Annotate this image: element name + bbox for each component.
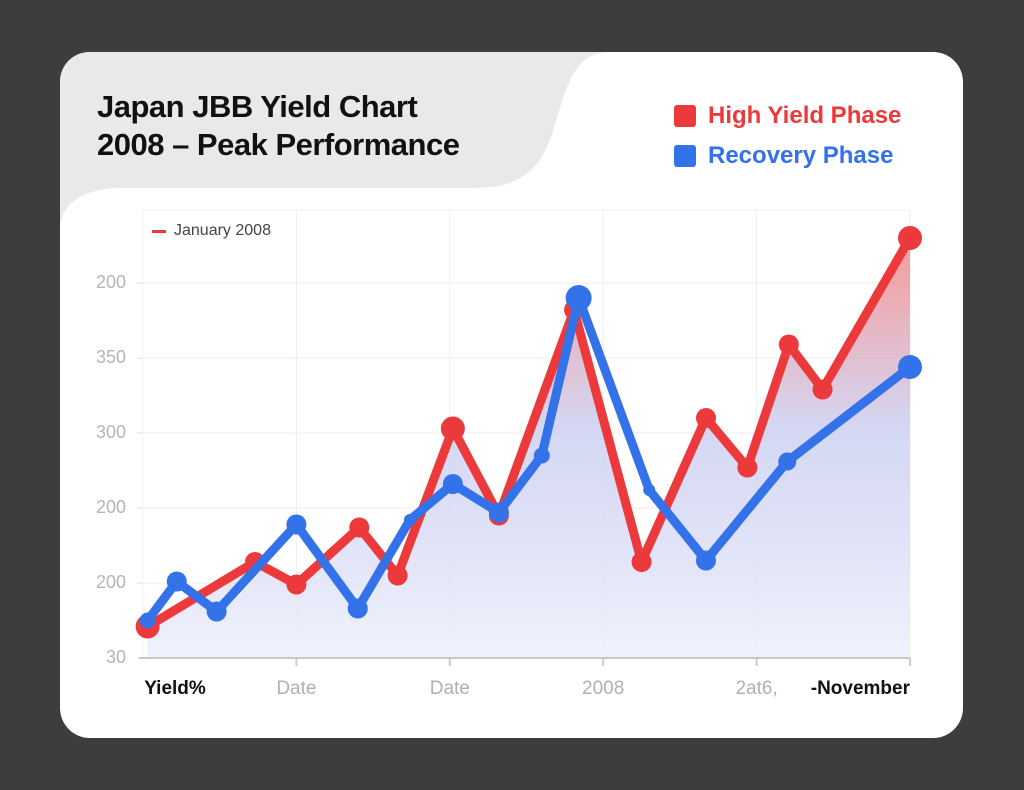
data-point <box>778 334 799 355</box>
data-point <box>898 355 922 379</box>
legend-label: Recovery Phase <box>708 142 894 169</box>
data-point <box>286 574 307 595</box>
data-point <box>812 379 833 400</box>
inner-legend: January 2008 <box>152 222 271 240</box>
series-line-recovery <box>143 293 915 625</box>
y-tick-label: 350 <box>95 347 126 367</box>
data-point <box>488 502 509 523</box>
legend-label: High Yield Phase <box>708 102 902 129</box>
data-point <box>695 408 716 428</box>
x-tick-label: 2008 <box>582 678 625 699</box>
y-tick-label: 30 <box>105 647 126 667</box>
y-tick-label: 200 <box>95 497 126 517</box>
chart-title-line-2: 2008 – Peak Performance <box>97 127 460 162</box>
data-point <box>442 474 463 494</box>
data-point <box>166 571 187 592</box>
chart-title-line-1: Japan JBB Yield Chart <box>97 89 418 124</box>
legend-swatch-blue <box>674 145 696 167</box>
data-point <box>347 598 368 619</box>
series-line-high-yield <box>143 233 915 631</box>
data-point <box>440 416 465 441</box>
legend-item-high-yield[interactable]: High Yield Phase <box>674 96 901 136</box>
data-point <box>139 612 156 629</box>
x-tick-label: Date <box>429 678 470 699</box>
y-tick-label: 200 <box>95 272 126 292</box>
x-axis-label: Yield% <box>144 678 206 699</box>
data-point <box>387 565 408 586</box>
data-point <box>695 550 716 571</box>
title-background <box>60 52 610 230</box>
data-point <box>286 514 307 535</box>
y-tick-label: 200 <box>95 572 126 592</box>
data-point <box>565 285 592 311</box>
data-point <box>778 452 797 471</box>
data-point <box>898 226 922 250</box>
data-point <box>349 517 370 538</box>
inner-legend-line <box>152 229 166 233</box>
data-point <box>403 514 416 526</box>
x-tick-label: -November <box>810 678 910 699</box>
legend-item-recovery[interactable]: Recovery Phase <box>674 136 901 176</box>
data-point <box>631 552 652 572</box>
data-point <box>737 457 758 478</box>
y-tick-label: 300 <box>95 422 126 442</box>
legend-swatch-red <box>674 105 696 127</box>
legend: High Yield Phase Recovery Phase <box>674 96 901 176</box>
inner-legend-label: January 2008 <box>174 222 271 239</box>
data-point <box>533 447 550 464</box>
x-tick-label: Date <box>276 678 317 699</box>
area-fill <box>147 238 911 658</box>
chart-title: Japan JBB Yield Chart 2008 – Peak Perfor… <box>97 88 460 164</box>
data-point <box>206 601 227 622</box>
x-tick-label: 2at6, <box>735 678 778 699</box>
data-point <box>643 484 656 496</box>
